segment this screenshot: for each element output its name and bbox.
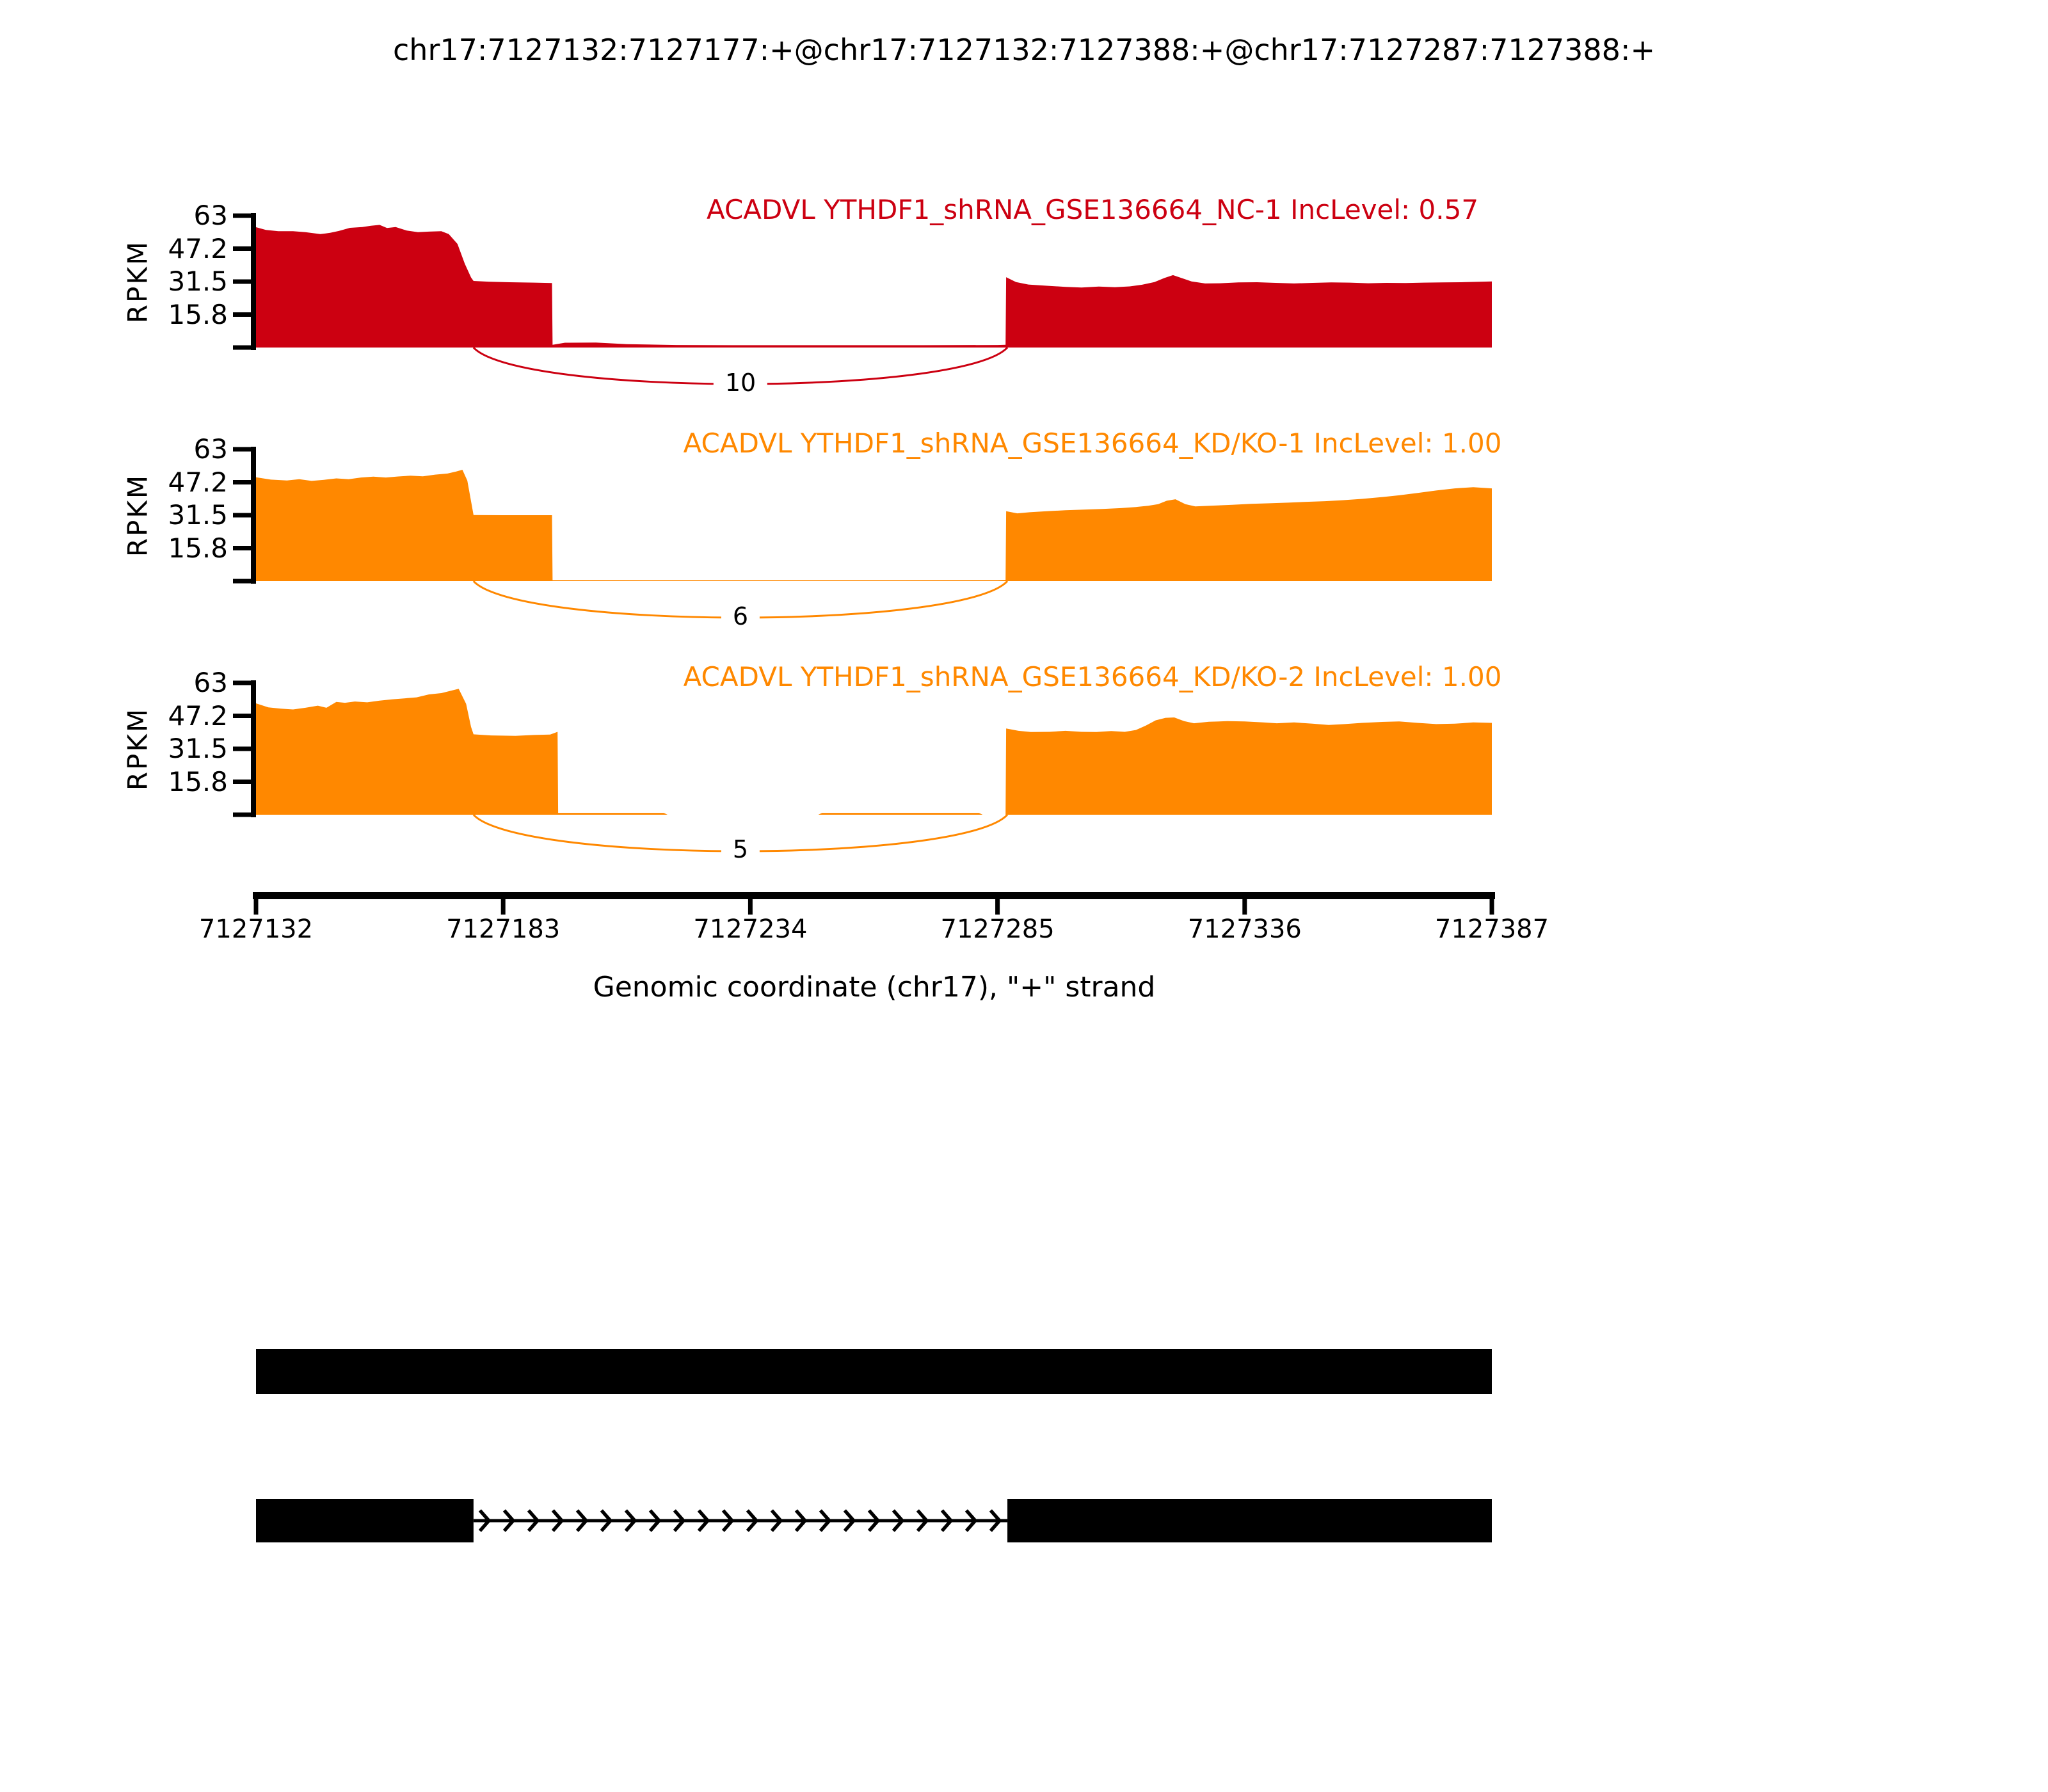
intron-direction-arrow-icon [478,1509,492,1532]
coverage-area-track3 [256,689,1492,815]
y-axis-spine-track1 [251,213,256,350]
x-tick-label: 7127285 [940,915,1055,944]
x-tick [1242,899,1247,915]
x-tick-label: 7127183 [446,915,561,944]
y-tick-track2 [233,579,251,584]
coverage-area-track1 [256,225,1492,348]
x-tick-label: 7127387 [1434,915,1549,944]
intron-direction-arrow-icon [551,1509,564,1532]
intron-direction-arrow-icon [964,1509,978,1532]
y-tick-track3 [233,746,251,751]
intron-direction-arrow-icon [502,1509,516,1532]
intron-direction-arrow-icon [673,1509,686,1532]
intron-direction-arrow-icon [892,1509,905,1532]
intron-direction-arrow-icon [721,1509,735,1532]
figure-title: chr17:7127132:7127177:+@chr17:7127132:71… [393,33,1655,67]
intron-direction-arrow-icon [843,1509,856,1532]
gene-exon-isoform-inclusion [256,1349,1492,1394]
x-axis-line [253,892,1495,899]
track-title-kdko1: ACADVL YTHDF1_shRNA_GSE136664_KD/KO-1 In… [683,428,1502,459]
track-title-nc1: ACADVL YTHDF1_shRNA_GSE136664_NC-1 IncLe… [706,194,1479,225]
intron-direction-arrow-icon [600,1509,613,1532]
junction-read-count-track3: 5 [721,835,760,864]
intron-direction-arrow-icon [940,1509,954,1532]
x-tick-label: 7127336 [1187,915,1302,944]
y-tick-label: 15.8 [168,765,228,797]
y-tick-label: 31.5 [168,266,228,297]
y-axis-spine-track2 [251,447,256,584]
y-tick-label: 31.5 [168,733,228,764]
intron-direction-arrow-icon [867,1509,881,1532]
intron-direction-arrow-icon [916,1509,929,1532]
gene-intron-line [473,1519,1008,1523]
y-tick-track3 [233,780,251,784]
x-tick [253,899,259,915]
y-tick-track2 [233,447,251,452]
x-tick-label: 7127234 [693,915,808,944]
intron-direction-arrow-icon [697,1509,710,1532]
intron-direction-arrow-icon [819,1509,832,1532]
intron-direction-arrow-icon [624,1509,637,1532]
y-tick-track3 [233,680,251,685]
gene-exon-isoform-skipping [256,1499,474,1542]
y-tick-label: 47.2 [168,700,228,732]
y-tick-track1 [233,279,251,284]
x-tick [500,899,506,915]
x-tick [748,899,753,915]
x-tick [995,899,1000,915]
y-tick-track2 [233,546,251,550]
junction-read-count-track2: 6 [721,602,760,631]
y-tick-label: 47.2 [168,466,228,498]
coverage-area-track2 [256,470,1492,581]
intron-direction-arrow-icon [989,1509,1002,1532]
intron-direction-arrow-icon [648,1509,662,1532]
intron-direction-arrow-icon [575,1509,589,1532]
y-tick-track1 [233,312,251,317]
y-tick-track1 [233,345,251,350]
x-tick-label: 7127132 [198,915,314,944]
y-tick-track1 [233,213,251,218]
y-tick-track2 [233,513,251,518]
y-tick-track3 [233,714,251,718]
y-tick-track2 [233,480,251,484]
y-tick-track1 [233,246,251,251]
y-axis-spine-track3 [251,680,256,817]
y-tick-label: 31.5 [168,499,228,531]
y-tick-label: 63 [193,667,228,698]
intron-direction-arrow-icon [770,1509,783,1532]
x-tick [1489,899,1494,915]
intron-direction-arrow-icon [746,1509,759,1532]
y-tick-label: 63 [193,200,228,231]
x-axis-label: Genomic coordinate (chr17), "+" strand [593,971,1156,1004]
y-tick-label: 15.8 [168,298,228,330]
junction-read-count-track1: 10 [713,368,768,397]
y-tick-label: 15.8 [168,532,228,564]
intron-direction-arrow-icon [527,1509,540,1532]
y-tick-track3 [233,812,251,817]
track-title-kdko2: ACADVL YTHDF1_shRNA_GSE136664_KD/KO-2 In… [683,661,1502,692]
gene-exon-isoform-skipping [1007,1499,1492,1542]
y-tick-label: 63 [193,433,228,465]
y-tick-label: 47.2 [168,232,228,264]
intron-direction-arrow-icon [794,1509,808,1532]
